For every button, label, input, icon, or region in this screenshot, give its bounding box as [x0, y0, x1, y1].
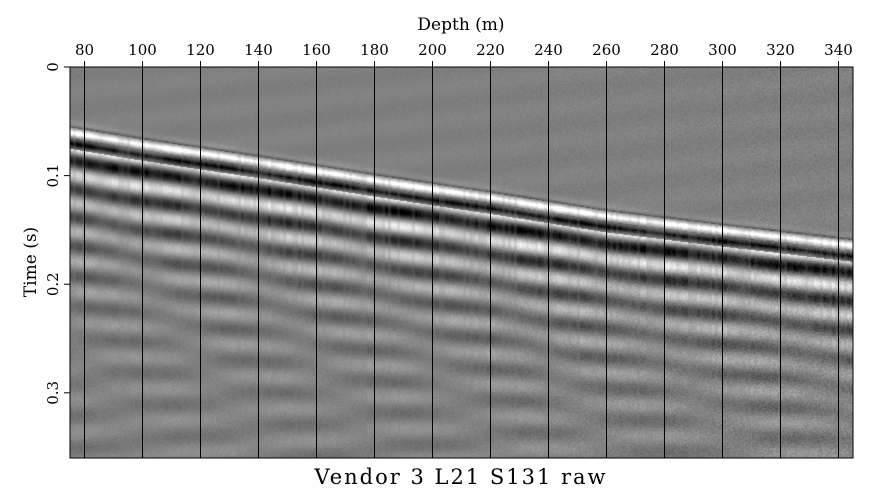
x-tick-label: 180 — [360, 41, 389, 59]
x-tick-label: 320 — [766, 41, 795, 59]
x-tick-label: 160 — [302, 41, 331, 59]
y-tick-label: 0.1 — [44, 164, 62, 188]
x-tick-label: 200 — [418, 41, 447, 59]
y-tick-label: 0.3 — [44, 381, 62, 405]
vertical-gridlines — [84, 67, 839, 458]
seismic-image — [70, 67, 853, 458]
x-tick-label: 300 — [708, 41, 737, 59]
x-tick-label: 100 — [128, 41, 157, 59]
chart-title: Vendor 3 L21 S131 raw — [313, 465, 607, 488]
x-tick-label: 140 — [244, 41, 273, 59]
y-tick-label: 0.2 — [44, 272, 62, 296]
x-tick-label: 340 — [824, 41, 853, 59]
x-tick-label: 120 — [186, 41, 215, 59]
x-tick-label: 80 — [75, 41, 94, 59]
x-tick-label: 260 — [592, 41, 621, 59]
plot-frame — [69, 66, 854, 459]
y-axis-ticks: 0 0.1 0.2 0.3 — [44, 62, 70, 405]
seismic-section — [70, 67, 853, 458]
y-tick-label: 0 — [44, 62, 62, 72]
x-tick-label: 220 — [476, 41, 505, 59]
x-axis-title: Depth (m) — [417, 15, 504, 35]
x-tick-label: 280 — [650, 41, 679, 59]
x-tick-label: 240 — [534, 41, 563, 59]
y-axis-title: Time (s) — [21, 227, 41, 297]
x-axis-ticks: 80 100 120 140 160 180 200 220 240 260 280 300 320 34… — [75, 41, 853, 67]
